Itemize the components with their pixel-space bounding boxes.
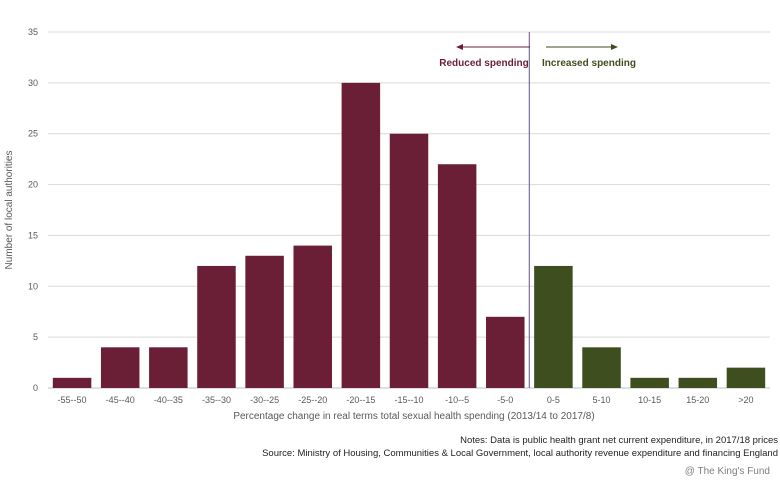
bar-0-5	[534, 265, 573, 388]
source-line: Source: Ministry of Housing, Communities…	[262, 448, 778, 459]
y-tick-label: 5	[33, 332, 38, 342]
bar--20--15	[341, 82, 381, 388]
bar--5-0	[486, 316, 525, 388]
bar--10--5	[437, 164, 477, 388]
increased-spending-annotation: Increased spending	[542, 44, 636, 69]
x-tick-label: -35--30	[202, 395, 231, 405]
x-tick-label: -15--10	[394, 395, 423, 405]
bar-5-10	[582, 347, 621, 388]
bar--30--25	[245, 255, 284, 388]
kings-fund-credit: @ The King's Fund	[684, 466, 770, 477]
x-tick-label: -25--20	[298, 395, 327, 405]
y-tick-label: 30	[28, 78, 38, 88]
y-tick-label: 35	[28, 27, 38, 37]
increased-spending-label: Increased spending	[542, 58, 636, 69]
bar--25--20	[293, 245, 332, 388]
x-tick-label: -55--50	[58, 395, 87, 405]
x-tick-label: -30--25	[250, 395, 279, 405]
notes-line: Notes: Data is public health grant net c…	[460, 435, 778, 446]
x-tick-label: 10-15	[638, 395, 661, 405]
x-tick-label: -20--15	[346, 395, 375, 405]
bar--35--30	[197, 265, 236, 388]
y-tick-label: 10	[28, 281, 38, 291]
y-tick-label: 25	[28, 129, 38, 139]
bar-15-20	[678, 377, 718, 388]
x-tick-label: 15-20	[686, 395, 709, 405]
x-tick-label: 5-10	[593, 395, 611, 405]
y-tick-label: 15	[28, 230, 38, 240]
bar->20	[726, 367, 766, 388]
x-tick-label: -10--5	[445, 395, 469, 405]
bars	[52, 82, 766, 388]
x-tick-label: -5-0	[497, 395, 513, 405]
reduced-arrow-head	[456, 44, 463, 50]
y-axis-title: Number of local authorities	[4, 151, 15, 270]
y-tick-label: 20	[28, 180, 38, 190]
bar--15--10	[389, 133, 429, 388]
bar--45--40	[100, 347, 140, 388]
bar--40--35	[149, 347, 188, 388]
bar-10-15	[630, 377, 669, 388]
reduced-spending-label: Reduced spending	[439, 58, 528, 69]
increased-arrow-head	[611, 44, 618, 50]
bar--55--50	[52, 377, 92, 388]
x-axis-ticks: -55--50 -45--40 -40--35 -35--30 -30--25 -25--…	[58, 395, 754, 405]
x-tick-label: 0-5	[547, 395, 560, 405]
sexual-health-spending-bar-chart: 0 5 10 15 20 25 30 35 -55--50 -45--40 -40--35 -35-…	[4, 27, 770, 422]
x-tick-label: -40--35	[154, 395, 183, 405]
x-axis-title: Percentage change in real terms total se…	[233, 411, 594, 422]
chart-notes: Notes: Data is public health grant net c…	[18, 434, 778, 460]
reduced-spending-annotation: Reduced spending	[439, 44, 530, 69]
x-tick-label: -45--40	[106, 395, 135, 405]
y-tick-label: 0	[33, 383, 38, 393]
y-axis-ticks: 0 5 10 15 20 25 30 35	[28, 27, 38, 393]
x-tick-label: >20	[738, 395, 753, 405]
